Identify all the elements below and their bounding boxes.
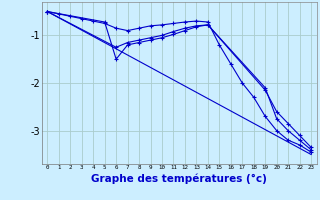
X-axis label: Graphe des températures (°c): Graphe des températures (°c)	[91, 173, 267, 184]
